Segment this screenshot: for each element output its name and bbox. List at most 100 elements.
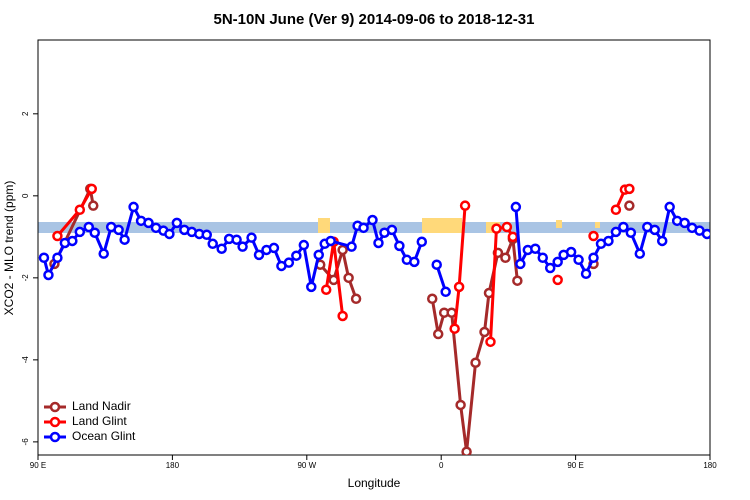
point: [656, 235, 668, 247]
point: [283, 257, 295, 268]
legend-label: Land Nadir: [72, 399, 131, 413]
land-patch: [422, 218, 462, 233]
chart-title: 5N-10N June (Ver 9) 2014-09-06 to 2018-1…: [213, 11, 534, 28]
point: [459, 200, 471, 211]
point: [52, 230, 63, 242]
point: [52, 252, 63, 264]
point: [500, 252, 511, 264]
point: [491, 223, 502, 234]
point: [426, 293, 438, 305]
point: [325, 235, 336, 247]
point: [320, 284, 332, 295]
y-tick-label: 0: [21, 193, 30, 198]
point: [461, 446, 472, 455]
point: [394, 240, 405, 252]
point: [74, 226, 86, 238]
point: [455, 399, 466, 411]
point: [143, 217, 154, 229]
y-tick-label: -6: [21, 438, 30, 446]
point: [446, 307, 457, 318]
point: [453, 281, 465, 293]
point: [625, 227, 637, 238]
point: [343, 272, 354, 284]
point: [701, 228, 710, 240]
point: [664, 201, 675, 213]
point: [358, 222, 369, 234]
point: [530, 243, 541, 254]
point: [649, 224, 660, 236]
point: [416, 236, 428, 248]
point: [207, 238, 218, 250]
point: [515, 258, 526, 270]
point: [432, 328, 444, 340]
point: [610, 226, 622, 238]
point: [337, 244, 348, 256]
point: [373, 237, 384, 249]
point: [449, 323, 460, 334]
point: [113, 224, 124, 236]
y-axis-label: XCO2 - MLO trend (ppm): [2, 181, 16, 316]
point: [313, 249, 324, 261]
point: [237, 241, 248, 252]
point: [306, 281, 317, 293]
land-patch: [556, 220, 562, 228]
point: [512, 275, 523, 286]
point: [580, 268, 592, 279]
point: [386, 224, 398, 236]
point: [573, 254, 584, 266]
plot-area: [38, 183, 710, 455]
point: [679, 217, 690, 229]
point: [298, 239, 310, 251]
point: [83, 221, 95, 233]
point: [38, 252, 50, 264]
point: [67, 235, 78, 247]
point: [246, 232, 257, 243]
y-tick-label: 2: [21, 111, 30, 116]
point: [624, 183, 635, 195]
legend-marker: [49, 401, 61, 413]
point: [43, 269, 54, 281]
point: [603, 235, 614, 247]
point: [350, 293, 362, 305]
y-tick-label: -2: [21, 274, 30, 282]
land-patch: [318, 218, 330, 233]
point: [337, 310, 348, 322]
point: [552, 274, 563, 286]
x-tick-label: 0: [439, 461, 444, 470]
point: [431, 259, 442, 270]
point: [128, 201, 139, 213]
point: [74, 204, 86, 216]
point: [201, 229, 212, 241]
point: [610, 204, 622, 216]
point: [479, 326, 490, 338]
plot-frame: [37, 39, 711, 456]
point: [624, 200, 635, 211]
y-tick-label: -4: [21, 356, 30, 364]
point: [409, 256, 420, 268]
point: [634, 248, 646, 259]
point: [588, 252, 599, 264]
point: [291, 250, 302, 261]
legend-label: Land Glint: [72, 414, 127, 428]
point: [537, 252, 548, 264]
point: [618, 221, 629, 233]
x-tick-label: 90 E: [30, 461, 46, 470]
point: [367, 214, 378, 226]
point: [98, 248, 109, 259]
legend-marker: [49, 416, 61, 428]
point: [565, 246, 577, 258]
x-tick-label: 180: [166, 461, 180, 470]
point: [89, 227, 100, 238]
point: [86, 183, 98, 195]
point: [164, 228, 175, 240]
point: [470, 357, 481, 368]
point: [88, 200, 99, 211]
point: [485, 336, 496, 348]
point: [552, 256, 563, 268]
point: [588, 230, 599, 242]
legend-label: Ocean Glint: [72, 429, 136, 443]
x-tick-label: 180: [703, 461, 717, 470]
point: [440, 286, 451, 298]
point: [501, 221, 513, 233]
